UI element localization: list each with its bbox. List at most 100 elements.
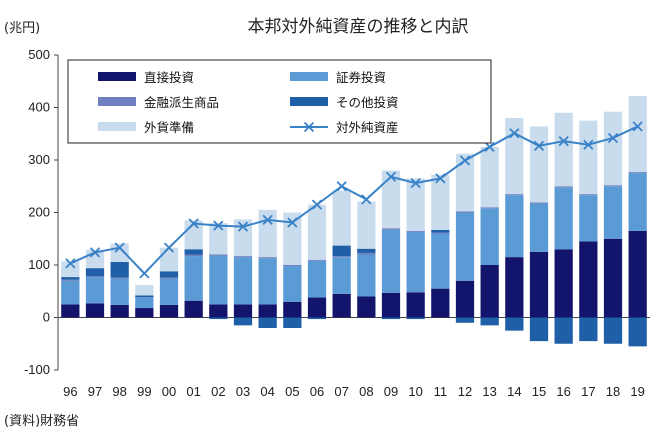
line-point-stroke <box>237 221 249 232</box>
line-point <box>385 171 397 182</box>
bars <box>61 95 647 347</box>
line-point-stroke <box>262 214 273 225</box>
bar-segment <box>406 231 425 293</box>
line-point <box>89 247 101 258</box>
y-tick-label: 100 <box>28 257 50 272</box>
bar-segment <box>603 111 623 186</box>
line-point-stroke <box>385 171 397 182</box>
legend-label: その他投資 <box>336 95 399 110</box>
line-point-stroke <box>163 242 175 253</box>
bar-segment <box>603 186 623 239</box>
bar-segment <box>628 172 647 174</box>
bar-segment <box>135 308 154 318</box>
bar-segment <box>258 258 277 305</box>
chart-title: 本邦対外純資産の推移と内訳 <box>248 17 469 37</box>
line-point-stroke <box>484 141 495 153</box>
bar-segment <box>381 292 401 318</box>
bar-segment <box>431 233 450 289</box>
bar-segment <box>480 265 499 318</box>
bar-segment <box>209 304 228 318</box>
bar-segment <box>61 261 80 278</box>
line-point-stroke <box>65 258 76 269</box>
bar-segment <box>480 207 499 209</box>
bar-segment <box>61 277 80 280</box>
bar-segment <box>209 317 228 320</box>
line-point-stroke <box>533 140 545 151</box>
bar-segment <box>505 194 524 196</box>
bar-segment <box>529 202 549 204</box>
line-point-stroke <box>139 268 150 279</box>
bar-segment <box>332 245 351 257</box>
bar-segment <box>258 317 277 328</box>
line-point <box>484 141 495 153</box>
bar-segment <box>307 260 327 298</box>
bar-segment <box>381 228 401 230</box>
line-point <box>188 218 199 229</box>
x-tick-label: 12 <box>458 384 472 399</box>
bar-segment <box>455 153 475 212</box>
bar-segment <box>332 256 351 258</box>
x-tick-label: 01 <box>186 384 200 399</box>
bar-segment <box>628 230 647 318</box>
bar-segment <box>85 268 105 277</box>
bar-segment <box>505 257 524 318</box>
bar-segment <box>332 293 351 318</box>
bar-segment <box>357 254 376 297</box>
bar-segment <box>135 297 154 298</box>
x-tick-label: 07 <box>334 384 348 399</box>
line-path <box>69 125 639 275</box>
bar-segment <box>135 284 154 296</box>
bar-segment <box>233 304 253 318</box>
line-point <box>213 220 224 231</box>
bar-segment <box>455 280 475 318</box>
line-point-stroke <box>336 181 347 192</box>
bar-segment <box>209 223 228 255</box>
line-point-stroke <box>632 121 643 132</box>
bar-segment <box>579 317 598 342</box>
bar-segment <box>406 178 425 231</box>
bar-segment <box>184 256 203 301</box>
line-point-stroke <box>435 173 446 184</box>
bar-segment <box>579 194 598 196</box>
bar-segment <box>357 248 376 253</box>
x-tick-label: 97 <box>88 384 102 399</box>
x-tick-label: 98 <box>112 384 126 399</box>
bar-segment <box>110 304 129 318</box>
bar-segment <box>61 304 80 318</box>
line-point <box>558 135 569 147</box>
legend-swatch <box>98 122 136 131</box>
line-point-stroke <box>311 199 323 210</box>
x-tick-label: 09 <box>384 384 398 399</box>
legend-label: 証券投資 <box>336 70 386 85</box>
line-point <box>459 155 471 166</box>
bar-segment <box>579 241 598 318</box>
bar-segment <box>85 303 105 318</box>
bar-segment <box>357 296 376 318</box>
bar-segment <box>381 170 401 229</box>
bar-segment <box>184 254 203 257</box>
bar-segment <box>307 259 327 261</box>
x-tick-label: 04 <box>260 384 274 399</box>
x-tick-label: 96 <box>63 384 77 399</box>
x-tick-label: 06 <box>310 384 324 399</box>
bar-segment <box>135 297 154 309</box>
bar-segment <box>554 187 573 250</box>
y-axis: 500 400 300 200 100 0 -100 <box>24 47 58 377</box>
line-point-stroke <box>410 177 421 189</box>
bar-segment <box>258 257 277 259</box>
legend-label: 外貨準備 <box>144 120 194 135</box>
bar-segment <box>480 317 499 326</box>
bar-segment <box>554 249 573 318</box>
x-tick-label: 00 <box>162 384 176 399</box>
bar-segment <box>431 229 450 233</box>
bar-segment <box>431 288 450 318</box>
x-tick-label: 08 <box>359 384 373 399</box>
legend-swatch <box>290 97 328 106</box>
bar-segment <box>110 261 129 278</box>
bar-segment <box>258 304 277 318</box>
bar-segment <box>61 279 80 281</box>
legend-swatch-marker <box>303 121 315 133</box>
line-point <box>607 132 619 144</box>
legend-label: 対外純資産 <box>336 120 399 135</box>
legend-swatch <box>98 72 136 81</box>
